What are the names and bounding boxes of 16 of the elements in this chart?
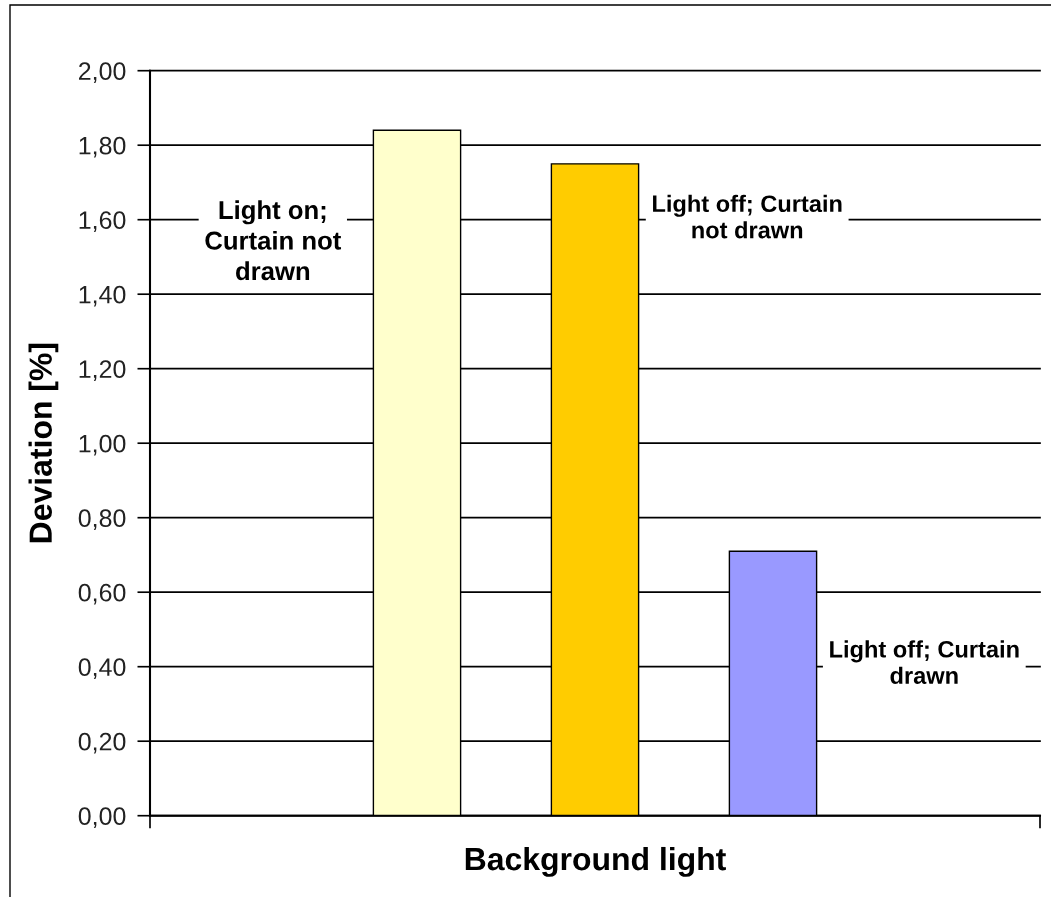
y-tick-label: 1,40 <box>79 285 126 307</box>
series-label: Light off; Curtain not drawn <box>653 194 842 239</box>
series-label: Light on; Curtain not drawn <box>205 200 342 281</box>
y-tick-label: 0,80 <box>78 509 126 530</box>
y-tick-label: 0,60 <box>78 583 126 605</box>
y-tick-label: 1,80 <box>79 136 126 158</box>
y-tick-label: 1,00 <box>79 434 126 456</box>
series-label: Light off; Curtain drawn <box>830 640 1019 684</box>
y-tick-label: 2,00 <box>78 62 126 83</box>
y-tick-label: 0,40 <box>78 658 126 679</box>
y-tick-label: 0,20 <box>78 732 126 754</box>
y-tick-label: 0,00 <box>78 807 126 828</box>
x-axis-title: Background light <box>465 846 726 877</box>
y-tick-label: 1,60 <box>79 211 126 232</box>
y-axis-title: Deviation [%] <box>28 343 59 543</box>
y-tick-label: 1,20 <box>79 360 126 381</box>
